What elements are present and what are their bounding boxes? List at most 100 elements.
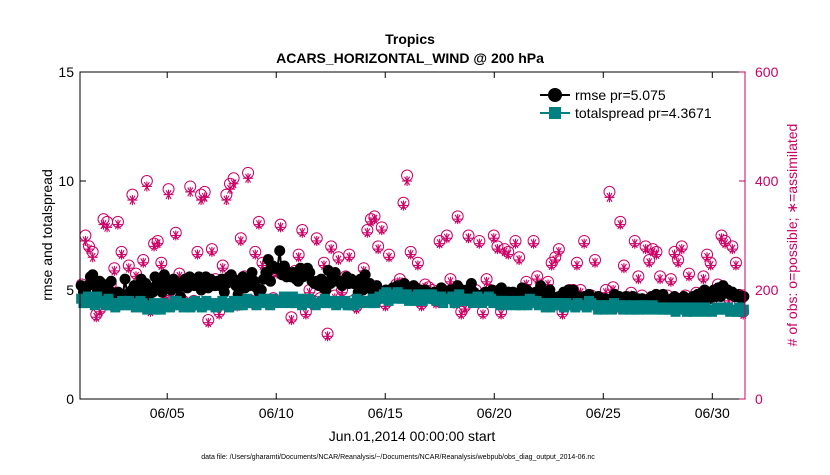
legend-box [533, 80, 738, 128]
obs-assimilated-point [253, 219, 264, 230]
obs-assimilated-point [571, 260, 582, 271]
rmse-point [105, 275, 117, 287]
obs-assimilated-point [590, 257, 601, 268]
x-tick-label: 06/05 [150, 405, 185, 421]
obs-assimilated-point [297, 227, 308, 238]
rmse-point [274, 245, 286, 257]
x-axis-label: Jun.01,2014 00:00:00 start [329, 428, 496, 444]
y-axis-right: 0 200 400 600 [739, 64, 779, 407]
obs-assimilated-point [727, 244, 738, 255]
obs-assimilated-point [80, 235, 91, 246]
obs-assimilated-point [441, 233, 452, 244]
obs-assimilated-point [138, 257, 149, 268]
obs-assimilated-point [293, 252, 304, 263]
obs-assimilated-point [228, 178, 239, 189]
obs-assimilated-point [488, 233, 499, 244]
obs-assimilated-point [669, 249, 680, 260]
obs-assimilated-point [217, 263, 228, 274]
obs-assimilated-point [199, 192, 210, 203]
obs-assimilated-point [170, 230, 181, 241]
obs-assimilated-point [673, 257, 684, 268]
legend-rmse-swatch [540, 88, 570, 102]
obs-assimilated-point [553, 246, 564, 257]
obs-assimilated-point [102, 222, 113, 233]
obs-assimilated-point [618, 263, 629, 274]
rmse-point [264, 275, 276, 287]
x-tick-label: 06/10 [259, 405, 294, 421]
obs-assimilated-point [503, 249, 514, 260]
obs-assimilated-point [550, 255, 561, 266]
x-tick-label: 06/20 [477, 405, 512, 421]
obs-assimilated-point [452, 214, 463, 225]
obs-assimilated-point [702, 252, 713, 263]
obs-assimilated-point [640, 244, 651, 255]
rmse-point [359, 269, 371, 281]
x-tick-label: 06/25 [586, 405, 621, 421]
legend-totalspread-swatch [540, 107, 570, 119]
chart-subtitle: ACARS_HORIZONTAL_WIND @ 200 hPa [276, 50, 544, 66]
obs-assimilated-point [579, 238, 590, 249]
obs-assimilated-point [398, 200, 409, 211]
obs-assimilated-point [716, 233, 727, 244]
obs-assimilated-point [615, 219, 626, 230]
x-axis: 06/05 06/10 06/15 06/20 06/25 06/30 [150, 72, 730, 421]
footnote: data file: /Users/gharamti/Documents/NCA… [201, 454, 595, 461]
obs-assimilated-point [665, 276, 676, 287]
rmse-point [255, 284, 267, 296]
line-layer [75, 245, 750, 317]
obs-assimilated-point [127, 195, 138, 206]
obs-assimilated-point [633, 274, 644, 285]
rmse-point [260, 267, 272, 279]
obs-assimilated-point [156, 260, 167, 271]
obs-assimilated-point [286, 314, 297, 325]
obs-assimilated-point [705, 260, 716, 271]
obs-assimilated-point [123, 263, 134, 274]
obs-assimilated-point [384, 252, 395, 263]
obs-assimilated-point [496, 309, 507, 320]
obs-assimilated-point [344, 252, 355, 263]
obs-assimilated-point [300, 309, 311, 320]
legend-rmse-label: rmse pr=5.075 [575, 87, 666, 103]
y-left-tick-label: 15 [58, 64, 74, 80]
obs-assimilated-point [402, 176, 413, 186]
obs-assimilated-point [644, 257, 655, 268]
obs-assimilated-point [311, 235, 322, 246]
y-left-tick-label: 5 [66, 282, 74, 298]
obs-assimilated-point [629, 238, 640, 249]
obs-assimilated-point [676, 244, 687, 255]
obs-assimilated-point [185, 186, 196, 197]
legend-totalspread-label: totalspread pr=4.3671 [575, 105, 712, 121]
obs-assimilated-point [528, 238, 539, 249]
y-right-tick-label: 400 [755, 173, 779, 189]
obs-assimilated-point [481, 276, 492, 287]
y-axis-left: 0 5 10 15 [58, 64, 86, 407]
obs-assimilated-point [463, 233, 474, 244]
legend-rmse-marker [548, 88, 562, 102]
obs-assimilated-point [87, 252, 98, 263]
obs-assimilated-point [362, 227, 373, 238]
obs-assimilated-point [243, 173, 254, 184]
obs-assimilated-point [514, 255, 525, 266]
legend: rmse pr=5.075 totalspread pr=4.3671 [533, 80, 738, 128]
obs-assimilated-point [474, 238, 485, 249]
obs-assimilated-point [434, 238, 445, 249]
y-left-tick-label: 0 [66, 391, 74, 407]
obs-assimilated-point [373, 244, 384, 255]
y-right-tick-label: 600 [755, 64, 779, 80]
obs-assimilated-point [326, 244, 337, 255]
obs-assimilated-point [477, 309, 488, 320]
obs-assimilated-point [206, 246, 217, 257]
obs-assimilated-point [492, 244, 503, 255]
y-right-tick-label: 200 [755, 282, 779, 298]
obs-assimilated-point [163, 189, 174, 200]
x-tick-label: 06/15 [368, 405, 403, 421]
obs-assimilated-point [655, 274, 666, 285]
totalspread-point [738, 304, 749, 315]
obs-assimilated-point [275, 222, 286, 233]
obs-assimilated-point [651, 249, 662, 260]
obs-assimilated-point [376, 225, 387, 236]
obs-assimilated-point [250, 249, 261, 260]
